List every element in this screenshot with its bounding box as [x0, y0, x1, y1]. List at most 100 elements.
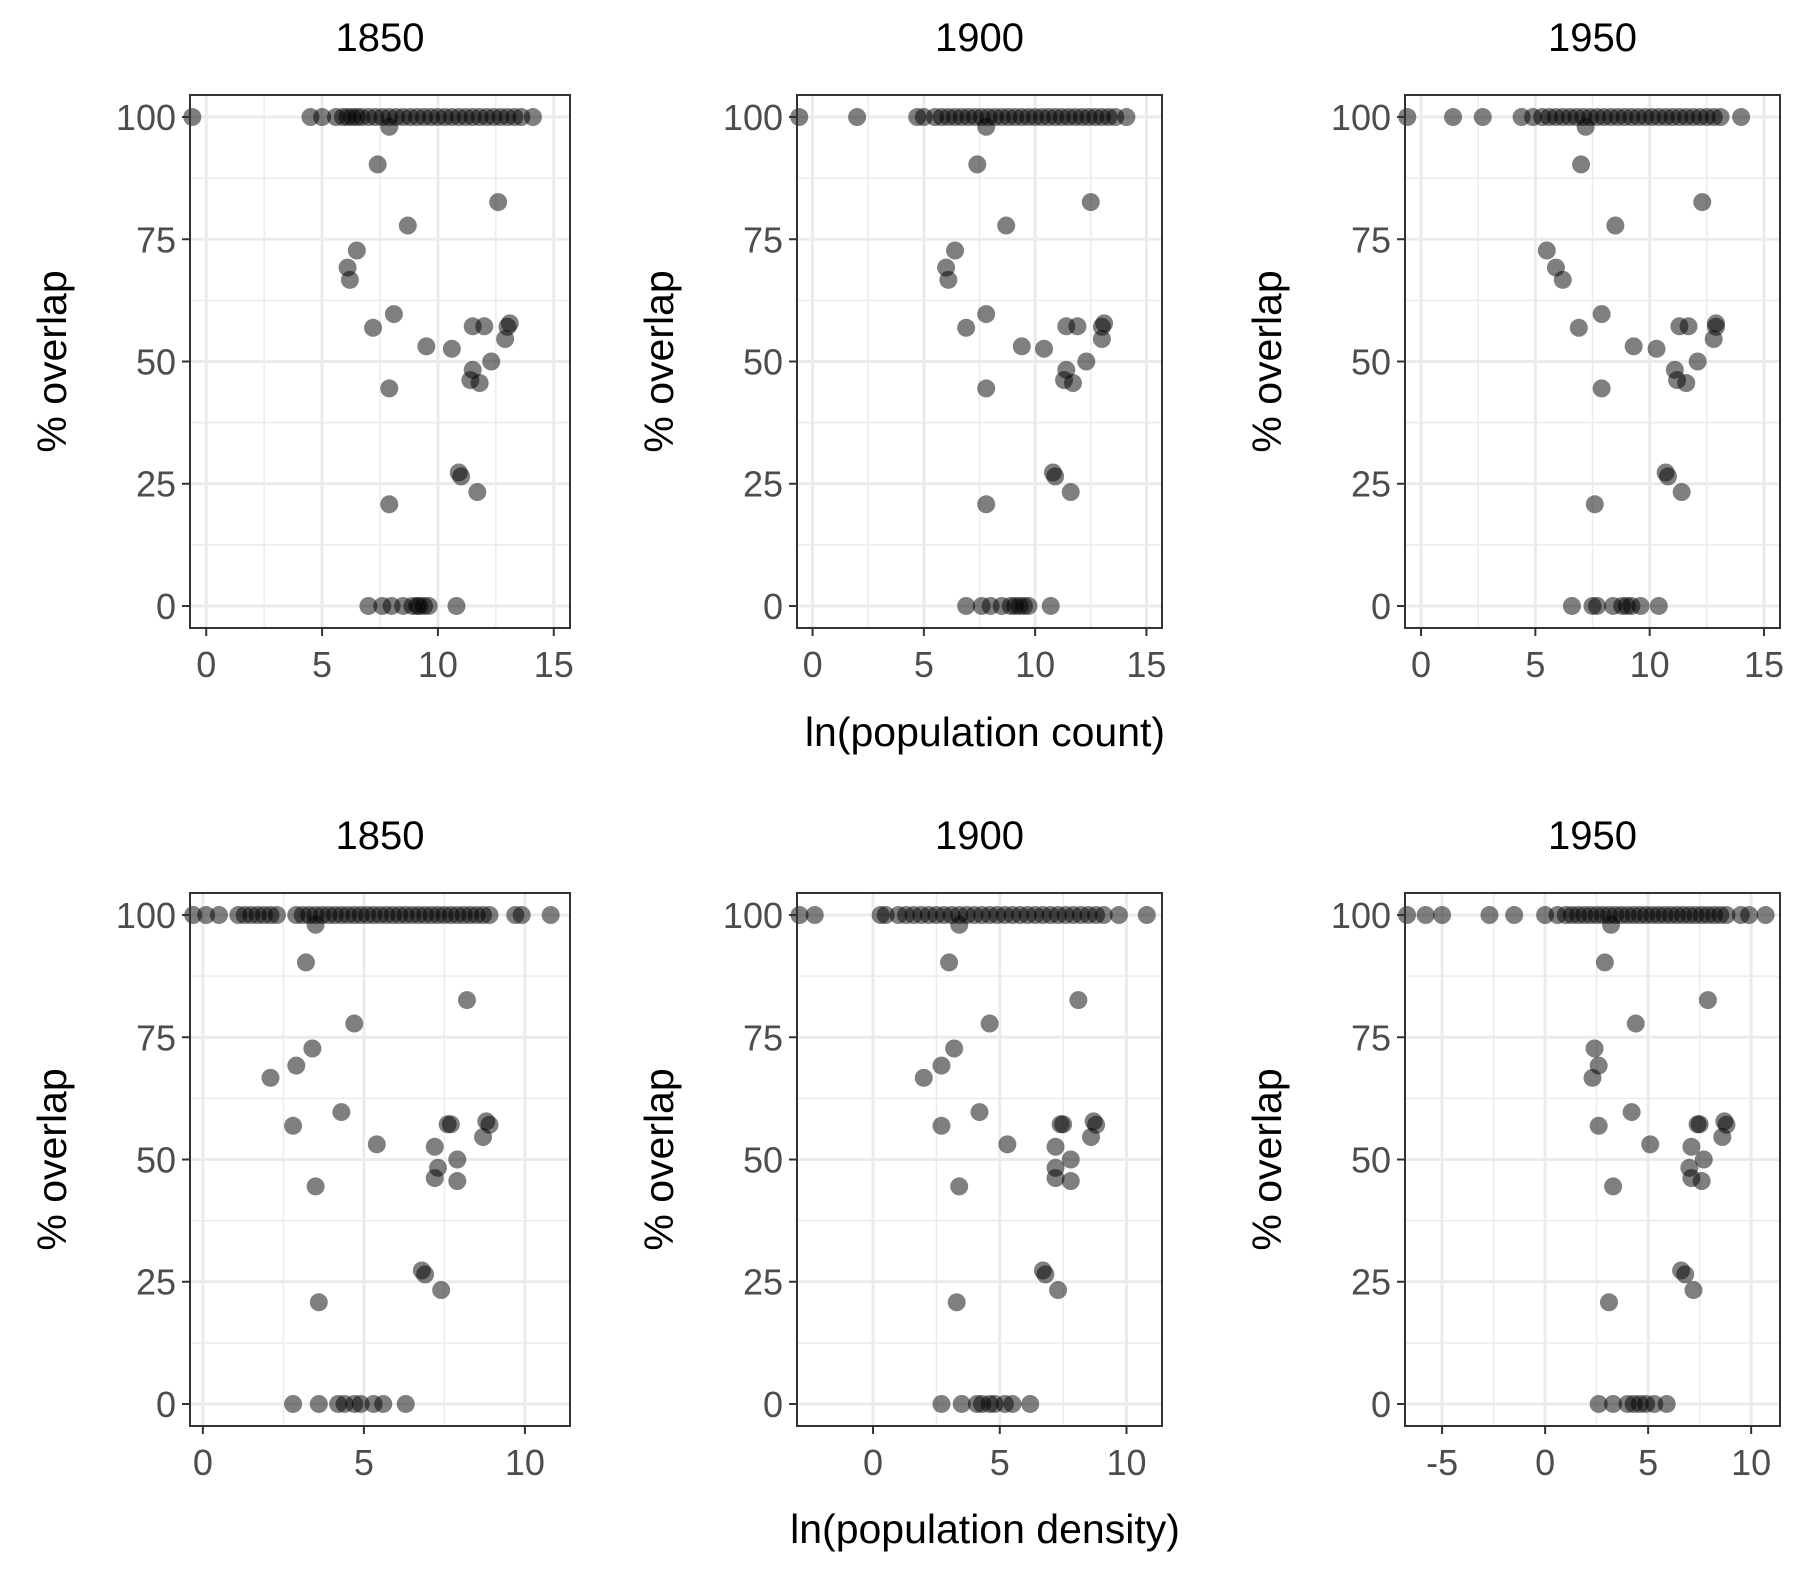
panel-6-data-point [1645, 1394, 1664, 1413]
panel-6-x-tick-label: 5 [1638, 1442, 1658, 1483]
panel-2-data-point [977, 495, 996, 514]
panel-5-data-point [980, 1014, 999, 1033]
panel-5-data-point [1061, 1150, 1080, 1169]
panel-4-y-tick-label: 100 [116, 895, 176, 936]
panel-6-data-point [1589, 1116, 1608, 1135]
panel-5-y-tick-label: 100 [723, 895, 783, 936]
panel-5-y-tick-label: 75 [743, 1017, 783, 1058]
panel-2-y-tick-label: 75 [743, 219, 783, 260]
panel-2-data-point [957, 596, 976, 615]
panel-5-title: 1900 [935, 814, 1024, 858]
panel-2-x-tick-label: 10 [1015, 644, 1055, 685]
panel-6-y-tick-label: 50 [1351, 1140, 1391, 1181]
panel-5-data-point [932, 1116, 951, 1135]
panel-6-data-point [1626, 1014, 1645, 1033]
panel-4-data-point [367, 1135, 386, 1154]
panel-5-y-tick-label: 25 [743, 1262, 783, 1303]
panel-5-y-tick-label: 0 [763, 1384, 783, 1425]
panel-2-data-point [977, 305, 996, 324]
panel-2-data-point [957, 318, 976, 337]
panel-5-data-point [952, 1394, 971, 1413]
panel-1-data-point [398, 216, 417, 235]
panel-4-data-point [448, 1172, 467, 1191]
panel-5-data-point [1021, 1394, 1040, 1413]
panel-5-y-axis-label: % overlap [636, 1068, 682, 1250]
panel-2-title: 1900 [935, 16, 1024, 60]
panel-6-data-point [1589, 1394, 1608, 1413]
panel-5-data-point [1036, 1265, 1055, 1284]
panel-3-x-tick-label: 10 [1630, 644, 1670, 685]
panel-1-data-point [359, 596, 378, 615]
panel-4-data-point [332, 1103, 351, 1122]
panel-6-data-point [1641, 1135, 1660, 1154]
panel-4-data-point [287, 1056, 306, 1075]
panel-6-y-tick-label: 0 [1371, 1384, 1391, 1425]
panel-3-data-point [1704, 330, 1723, 349]
panel-1-data-point [368, 155, 387, 174]
panel-1-y-tick-label: 50 [136, 342, 176, 383]
panel-1-data-point [417, 337, 436, 356]
panel-5-data-point [876, 906, 895, 925]
panel-6-data-point [1756, 906, 1775, 925]
panel-1-data-point [380, 495, 399, 514]
panel-1-y-axis-label: % overlap [29, 270, 75, 452]
panel-6-x-tick-label: -5 [1426, 1442, 1458, 1483]
panel-4-y-tick-label: 50 [136, 1140, 176, 1181]
panel-6-data-point [1536, 906, 1555, 925]
panel-3-data-point [1398, 108, 1417, 127]
panel-6-data-point [1433, 906, 1452, 925]
panel-1-y-tick-label: 25 [136, 464, 176, 505]
panel-6-data-point [1583, 1068, 1602, 1087]
panel-3-data-point [1679, 317, 1698, 336]
panel-4-data-point [438, 1115, 457, 1134]
panel-1-data-point [489, 193, 508, 212]
panel-6-data-point [1622, 1103, 1641, 1122]
panel-3-data-point [1631, 596, 1650, 615]
panel-2-data-point [1046, 467, 1065, 486]
panel-4-data-point [306, 1177, 325, 1196]
panel-4-data-point [284, 1116, 303, 1135]
panel-6-data-point [1398, 906, 1417, 925]
panel-1-data-point [380, 379, 399, 398]
panel-2-x-tick-label: 0 [803, 644, 823, 685]
panel-1-data-point [183, 108, 202, 127]
panel-2-data-point [1012, 337, 1031, 356]
panel-4-y-axis-label: % overlap [29, 1068, 75, 1250]
panel-3-data-point [1473, 108, 1492, 127]
panel-2-data-point [790, 108, 809, 127]
panel-2-data-point [997, 216, 1016, 235]
panel-2-data-point [1019, 596, 1038, 615]
panel-6-data-point [1599, 1293, 1618, 1312]
panel-4-data-point [425, 1137, 444, 1156]
panel-2-y-tick-label: 100 [723, 97, 783, 138]
x-axis-label-population-count: ln(population count) [805, 709, 1165, 755]
panel-6-data-point [1604, 1177, 1623, 1196]
panel-5-data-point [914, 1068, 933, 1087]
panel-1-x-tick-label: 15 [534, 644, 574, 685]
panel-6-data-point [1676, 1265, 1695, 1284]
panel-5-data-point [998, 1135, 1017, 1154]
panel-3-y-tick-label: 0 [1371, 586, 1391, 627]
panel-3-data-point [1569, 318, 1588, 337]
panel-1-data-point [452, 467, 471, 486]
panel-3-x-tick-label: 5 [1525, 644, 1545, 685]
panel-2-data-point [977, 117, 996, 136]
panel-5-data-point [805, 906, 824, 925]
panel-1-data-point [482, 352, 501, 371]
panel-6-data-point [1692, 1172, 1711, 1191]
panel-2-data-point [977, 379, 996, 398]
panel-4-data-point [474, 1128, 493, 1147]
panel-1-x-tick-label: 0 [196, 644, 216, 685]
panel-3-y-tick-label: 50 [1351, 342, 1391, 383]
panel-3-data-point [1624, 337, 1643, 356]
panel-3-y-tick-label: 75 [1351, 219, 1391, 260]
panel-3-data-point [1592, 305, 1611, 324]
panel-4-data-point [303, 1039, 322, 1058]
panel-2-x-tick-label: 15 [1126, 644, 1166, 685]
panel-4-x-tick-label: 10 [505, 1442, 545, 1483]
panel-3-data-point [1562, 596, 1581, 615]
panel-6-x-tick-label: 0 [1535, 1442, 1555, 1483]
panel-6-data-point [1684, 1281, 1703, 1300]
panel-2-y-axis-label: % overlap [636, 270, 682, 452]
